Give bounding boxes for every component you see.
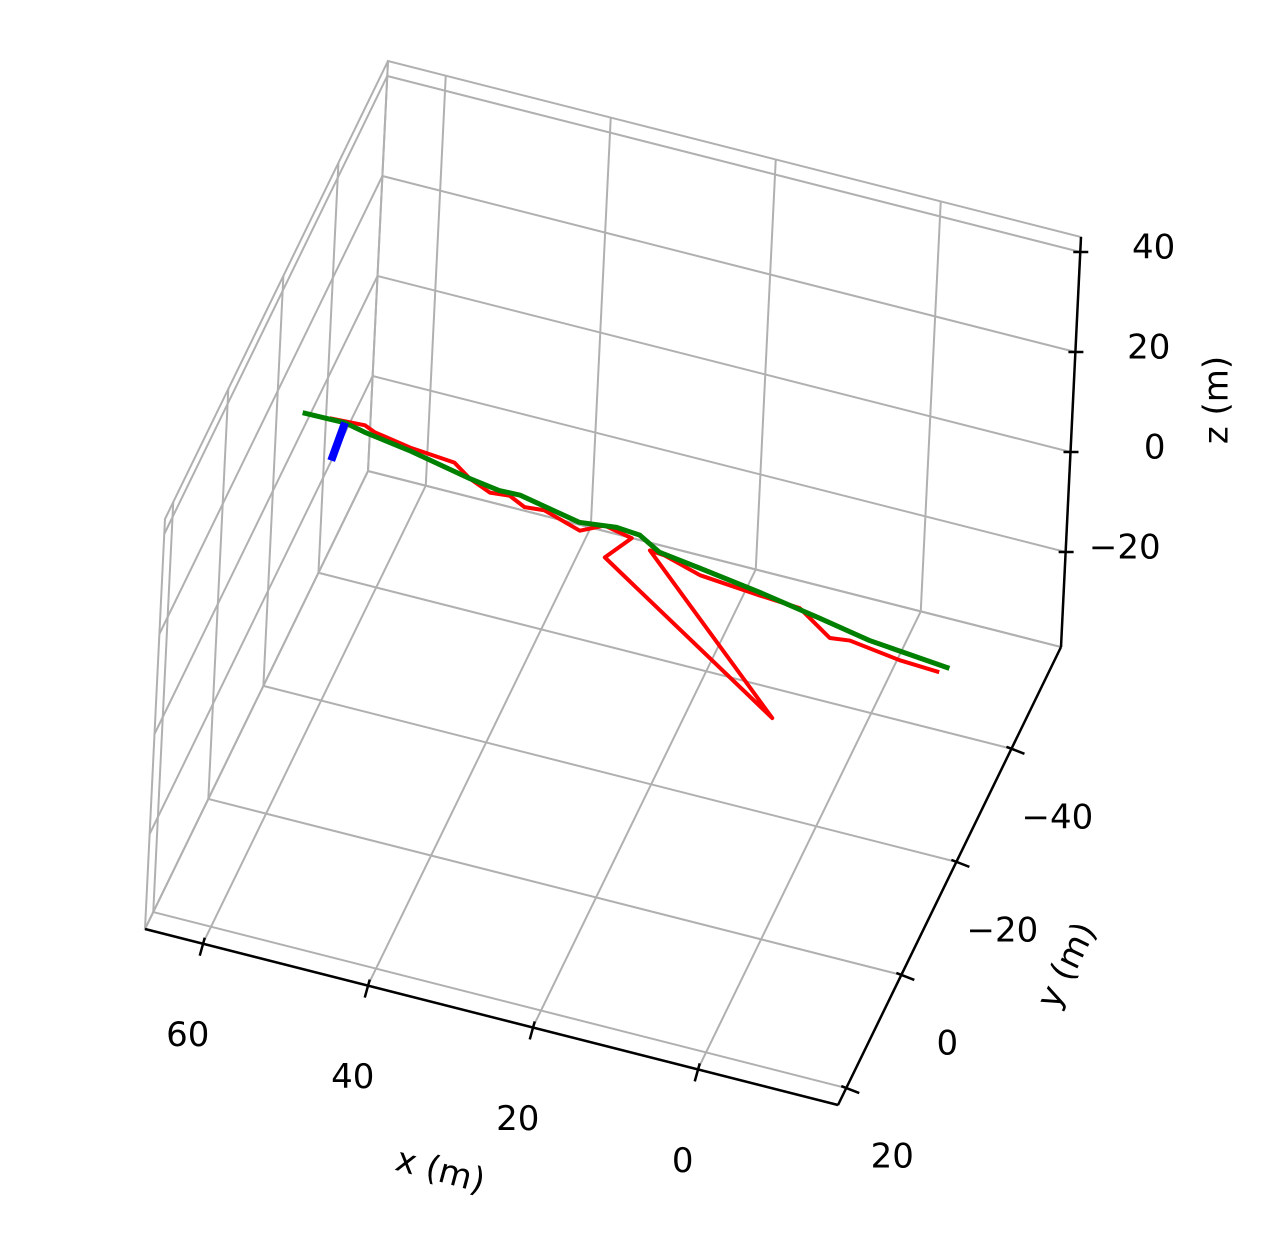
series-line — [327, 421, 349, 462]
y-tick-label: 0 — [937, 1023, 959, 1063]
grid-line — [153, 275, 379, 735]
grid-line — [366, 527, 592, 987]
x-tick-label: 60 — [166, 1015, 209, 1055]
y-tick — [950, 858, 970, 869]
y-tick — [895, 971, 915, 982]
x-tick — [528, 1021, 536, 1040]
series-line — [302, 410, 951, 671]
y-tick — [840, 1084, 860, 1095]
grid-line — [152, 501, 175, 913]
y-axis — [836, 646, 1063, 1106]
x-tick — [363, 979, 371, 998]
z-tick-label: 20 — [1127, 328, 1170, 368]
x-tick-label: 20 — [496, 1099, 539, 1139]
grid-line — [201, 485, 427, 945]
z-axis — [1059, 236, 1083, 648]
grid-line — [158, 175, 384, 635]
grid-line — [372, 375, 1066, 553]
grid-line — [377, 275, 1071, 453]
y-tick-label: −20 — [966, 910, 1038, 950]
grid-line — [317, 162, 340, 573]
x-tick — [693, 1063, 701, 1082]
z-tick-label: 0 — [1144, 428, 1166, 468]
z-axis-label: z (m) — [1197, 356, 1237, 444]
grid-line — [424, 75, 447, 486]
grid-line — [919, 201, 942, 612]
grid-line — [262, 275, 285, 686]
grid-line — [382, 175, 1076, 353]
grid-line — [696, 610, 922, 1070]
grid-line — [318, 571, 1012, 750]
grid-line — [263, 684, 957, 863]
y-tick-label: −40 — [1022, 797, 1094, 837]
grid-line — [163, 75, 389, 535]
x-axis — [144, 927, 839, 1107]
grid-line — [754, 159, 777, 570]
z-tick-label: −20 — [1089, 528, 1161, 568]
grid-line — [208, 797, 902, 976]
z-tick-label: 40 — [1132, 228, 1175, 268]
grid-line — [589, 117, 612, 528]
grid-line — [207, 388, 230, 799]
x-tick — [198, 937, 206, 957]
x-tick-label: 0 — [672, 1141, 694, 1181]
y-tick-label: 20 — [871, 1137, 914, 1177]
grid-line — [153, 911, 847, 1090]
grid-line — [387, 75, 1081, 253]
x-tick-label: 40 — [331, 1057, 374, 1097]
y-tick — [1005, 745, 1025, 755]
